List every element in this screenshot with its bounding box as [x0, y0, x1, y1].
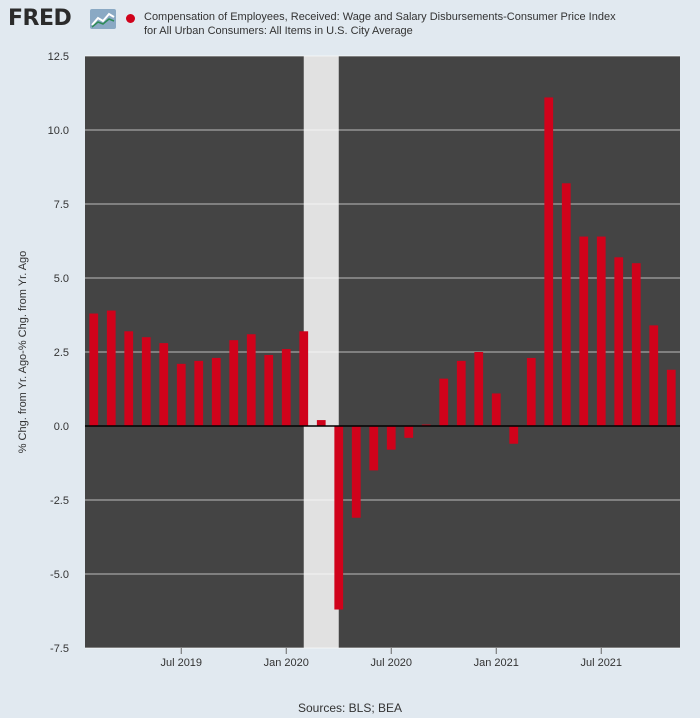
- sources-note: Sources: BLS; BEA: [297, 701, 403, 715]
- bar: [194, 360, 204, 426]
- line-chart-icon: [90, 9, 116, 29]
- bar: [474, 352, 484, 426]
- y-tick-label: -5.0: [50, 569, 69, 581]
- legend-marker: [126, 14, 135, 23]
- bar: [649, 325, 659, 426]
- bar: [386, 426, 396, 450]
- bar: [316, 420, 326, 426]
- bar: [561, 183, 571, 426]
- bar: [106, 310, 116, 426]
- bar: [351, 426, 361, 518]
- bar: [596, 236, 606, 426]
- fred-logo: FRED: [8, 6, 72, 31]
- bar: [509, 426, 519, 444]
- bar: [526, 357, 536, 426]
- y-tick-label: 10.0: [48, 125, 69, 137]
- bar: [264, 354, 274, 426]
- bar: [369, 426, 379, 471]
- bar: [334, 426, 344, 610]
- y-tick-label: -7.5: [50, 643, 69, 655]
- y-tick-label: 12.5: [48, 51, 69, 63]
- bar: [124, 331, 134, 426]
- bar: [631, 263, 641, 426]
- legend-title-line1: Compensation of Employees, Received: Wag…: [144, 11, 616, 23]
- legend-title: Compensation of Employees, Received: Wag…: [144, 10, 664, 38]
- bar: [211, 357, 221, 426]
- bar: [229, 340, 239, 426]
- bar: [176, 363, 186, 426]
- y-tick-label: 0.0: [54, 421, 69, 433]
- bar: [159, 343, 169, 426]
- y-tick-label: 7.5: [54, 199, 69, 211]
- x-tick-label: Jan 2021: [474, 657, 519, 669]
- bar: [666, 369, 676, 426]
- bar: [456, 360, 466, 426]
- bar: [614, 257, 624, 426]
- y-axis-label: % Chg. from Yr. Ago-% Chg. from Yr. Ago: [17, 251, 29, 454]
- y-tick-label: 2.5: [54, 347, 69, 359]
- chart-header: FRED Compensation of Employees, Received…: [0, 0, 700, 48]
- x-tick-label: Jul 2019: [160, 657, 202, 669]
- x-tick-label: Jul 2021: [580, 657, 622, 669]
- bar: [579, 236, 589, 426]
- bar: [299, 331, 309, 426]
- bar: [491, 393, 501, 426]
- bar: [281, 349, 291, 426]
- bar: [544, 97, 554, 426]
- bar: [141, 337, 151, 426]
- x-tick-label: Jul 2020: [370, 657, 412, 669]
- y-tick-label: 5.0: [54, 273, 69, 285]
- bar: [404, 426, 414, 438]
- y-tick-label: -2.5: [50, 495, 69, 507]
- x-tick-label: Jan 2020: [264, 657, 309, 669]
- bar: [89, 313, 99, 426]
- bar: [439, 378, 449, 426]
- bar: [246, 334, 256, 426]
- legend-title-line2: for All Urban Consumers: All Items in U.…: [144, 25, 413, 37]
